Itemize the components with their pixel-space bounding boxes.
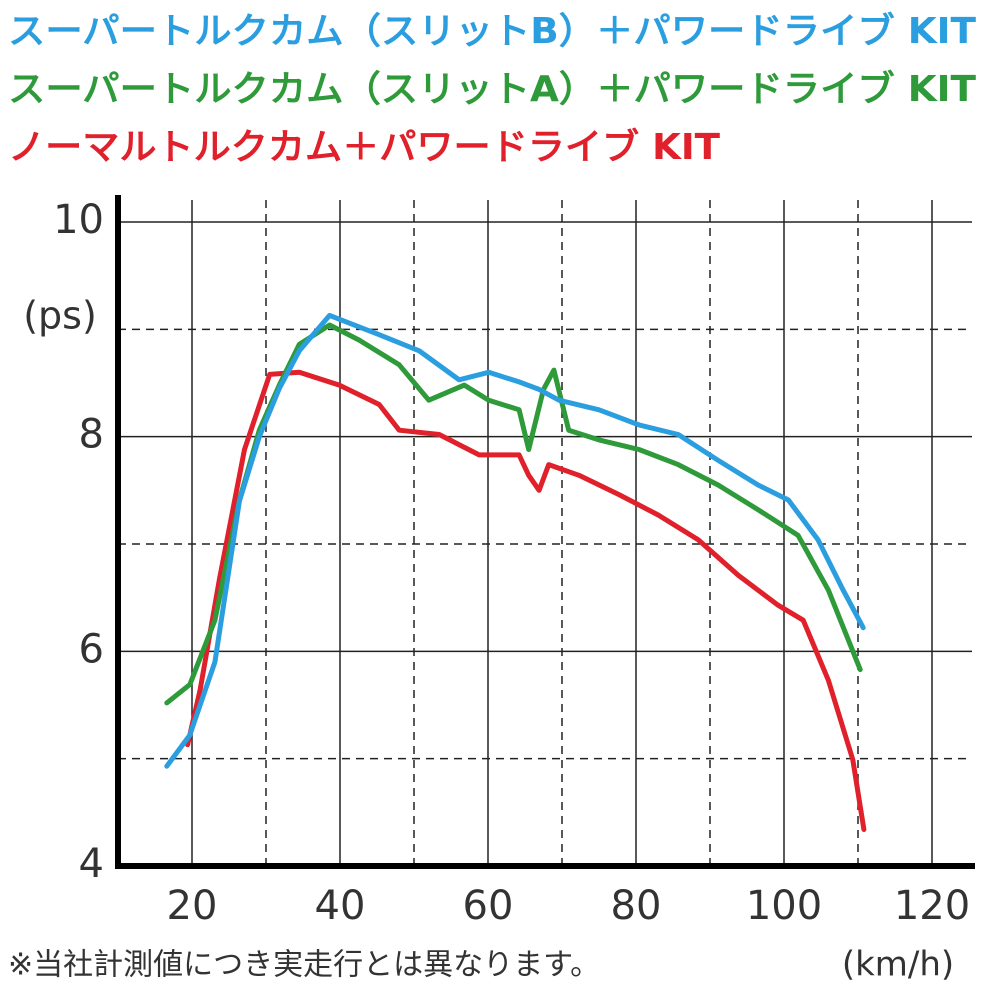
x-tick-label: 120	[894, 883, 970, 929]
y-tick-label: 8	[79, 412, 104, 458]
legend-entry: スーパートルクカム（スリットB）＋パワードライブ KIT	[8, 10, 976, 52]
x-tick-label: 80	[611, 883, 662, 929]
y-tick-label: 4	[79, 841, 104, 887]
y-tick-label: 6	[79, 626, 104, 672]
x-tick-label: 40	[315, 883, 366, 929]
x-tick-label: 20	[167, 883, 218, 929]
y-tick-label: 10	[53, 197, 104, 243]
x-tick-label: 100	[746, 883, 822, 929]
x-tick-label: 60	[463, 883, 514, 929]
y-axis-label: (ps)	[23, 294, 97, 338]
footnote: ※当社計測値につき実走行とは異なります。	[8, 948, 600, 983]
x-axis-label: (km/h)	[842, 945, 954, 985]
legend-entry: ノーマルトルクカム＋パワードライブ KIT	[8, 126, 720, 168]
series-line	[185, 369, 867, 832]
legend-entry: スーパートルクカム（スリットA）＋パワードライブ KIT	[8, 68, 976, 110]
series-line	[164, 312, 866, 769]
